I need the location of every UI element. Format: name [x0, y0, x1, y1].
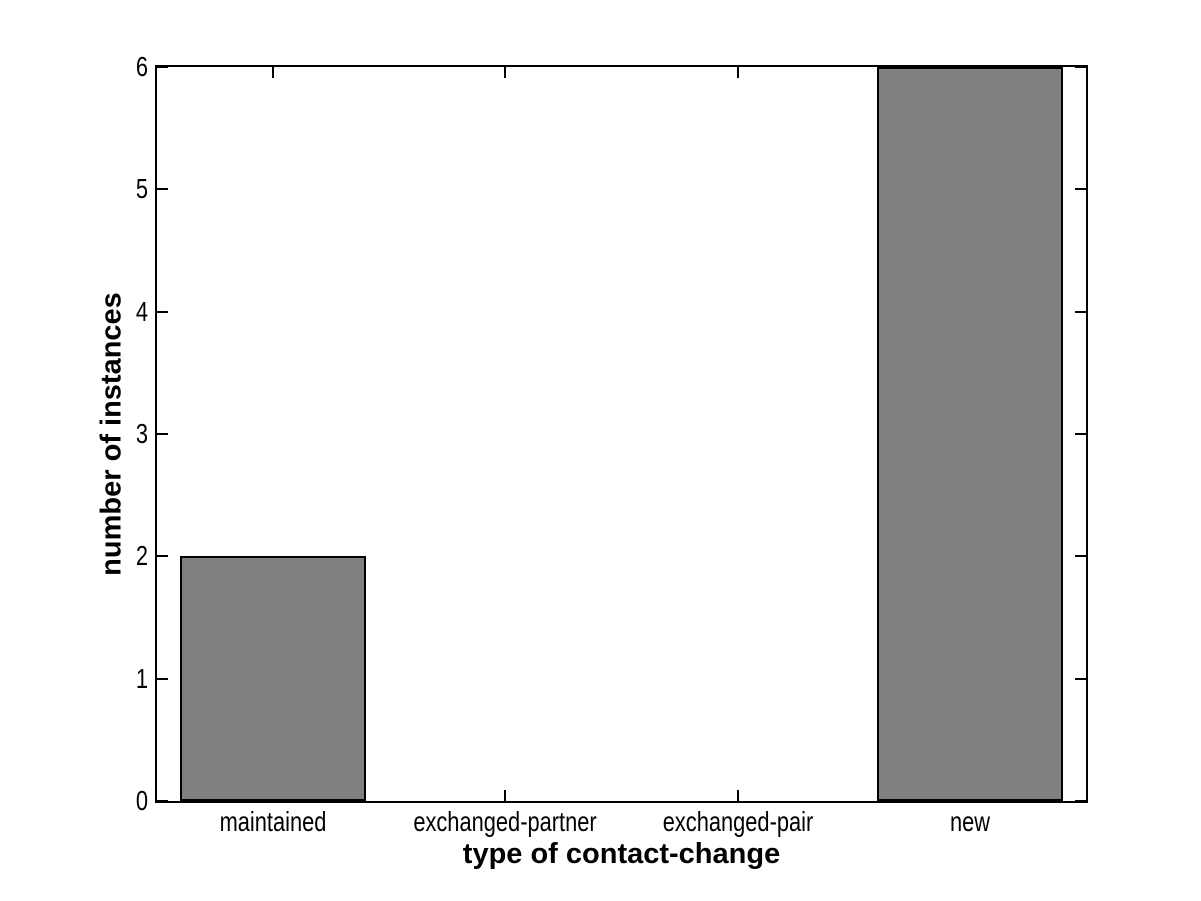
bar-new [877, 67, 1063, 801]
y-axis-tick-left [157, 678, 168, 680]
y-axis-tick-right [1075, 311, 1086, 313]
y-axis-tick-right [1075, 433, 1086, 435]
x-axis-title: type of contact-change [462, 838, 781, 870]
y-axis-tick-right [1075, 678, 1086, 680]
y-axis-tick-left [157, 188, 168, 190]
bar-maintained [180, 556, 366, 801]
y-axis-tick-left [157, 66, 168, 68]
y-axis-tick-right [1075, 555, 1086, 557]
x-axis-tick-label: maintained [219, 806, 327, 837]
y-axis-tick-label: 6 [135, 51, 148, 82]
y-axis-tick-label: 0 [135, 785, 148, 816]
x-axis-tick-label: new [949, 806, 991, 837]
y-axis-tick-label: 1 [135, 663, 148, 694]
y-axis-tick-label: 5 [135, 173, 148, 204]
x-axis-tick-top [272, 67, 274, 78]
x-axis-tick-bottom [737, 790, 739, 801]
y-axis-tick-label: 3 [135, 418, 148, 449]
x-axis-tick-top [737, 67, 739, 78]
y-axis-tick-label: 2 [135, 540, 148, 571]
y-axis-tick-left [157, 800, 168, 802]
x-axis-tick-bottom [504, 790, 506, 801]
y-axis-tick-label: 4 [135, 296, 148, 327]
y-axis-tick-left [157, 433, 168, 435]
y-axis-tick-left [157, 555, 168, 557]
y-axis-tick-right [1075, 800, 1086, 802]
x-axis-tick-label: exchanged-pair [662, 806, 814, 837]
plot-area [155, 65, 1088, 803]
y-axis-tick-right [1075, 188, 1086, 190]
y-axis-tick-right [1075, 66, 1086, 68]
x-axis-tick-top [504, 67, 506, 78]
y-axis-tick-left [157, 311, 168, 313]
x-axis-tick-label: exchanged-partner [413, 806, 597, 837]
